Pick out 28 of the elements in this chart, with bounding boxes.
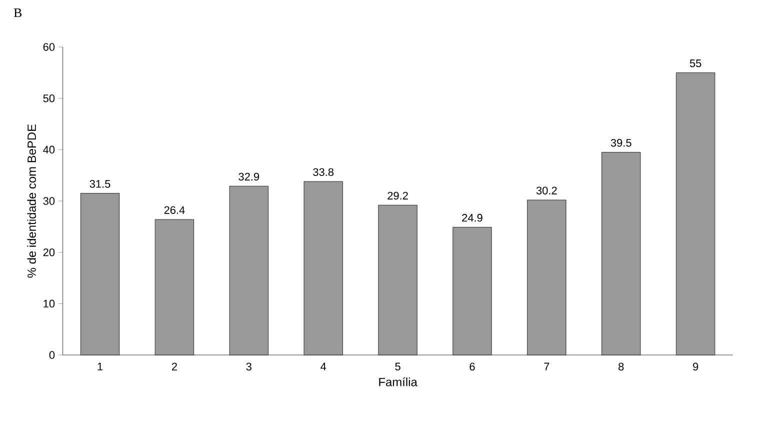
x-tick-label: 3: [246, 362, 252, 371]
data-label: 24.9: [462, 214, 482, 222]
x-tick-label: 6: [470, 362, 475, 371]
data-label: 33.8: [313, 168, 334, 176]
x-axis-title: Família: [379, 377, 418, 386]
y-tick-label: 50: [43, 94, 55, 102]
y-tick-label: 20: [43, 248, 55, 256]
text: B: [14, 8, 22, 18]
data-label: 55: [690, 60, 702, 68]
data-label: 39.5: [610, 138, 632, 147]
data-label: 31.5: [90, 180, 110, 188]
y-tick-label: 0: [49, 351, 55, 359]
x-tick-label: 1: [98, 362, 103, 370]
y-tick-label: 30: [43, 197, 55, 205]
x-tick-label: 9: [693, 362, 698, 371]
y-tick-label: 10: [44, 300, 55, 308]
data-label: 29.2: [388, 192, 408, 200]
x-tick-label: 2: [172, 362, 177, 370]
x-tick-label: 8: [618, 362, 624, 371]
x-tick-label: 5: [395, 362, 400, 370]
data-label: 30.2: [536, 186, 557, 194]
data-label: 26.4: [164, 206, 185, 214]
data-label: 32.9: [238, 172, 260, 181]
x-tick-label: 7: [544, 362, 550, 370]
y-tick-label: 40: [43, 146, 55, 154]
y-tick-label: 60: [43, 43, 55, 51]
x-tick-label: 4: [320, 362, 326, 370]
y-axis-title: % de identidade com BePDE: [27, 124, 36, 278]
